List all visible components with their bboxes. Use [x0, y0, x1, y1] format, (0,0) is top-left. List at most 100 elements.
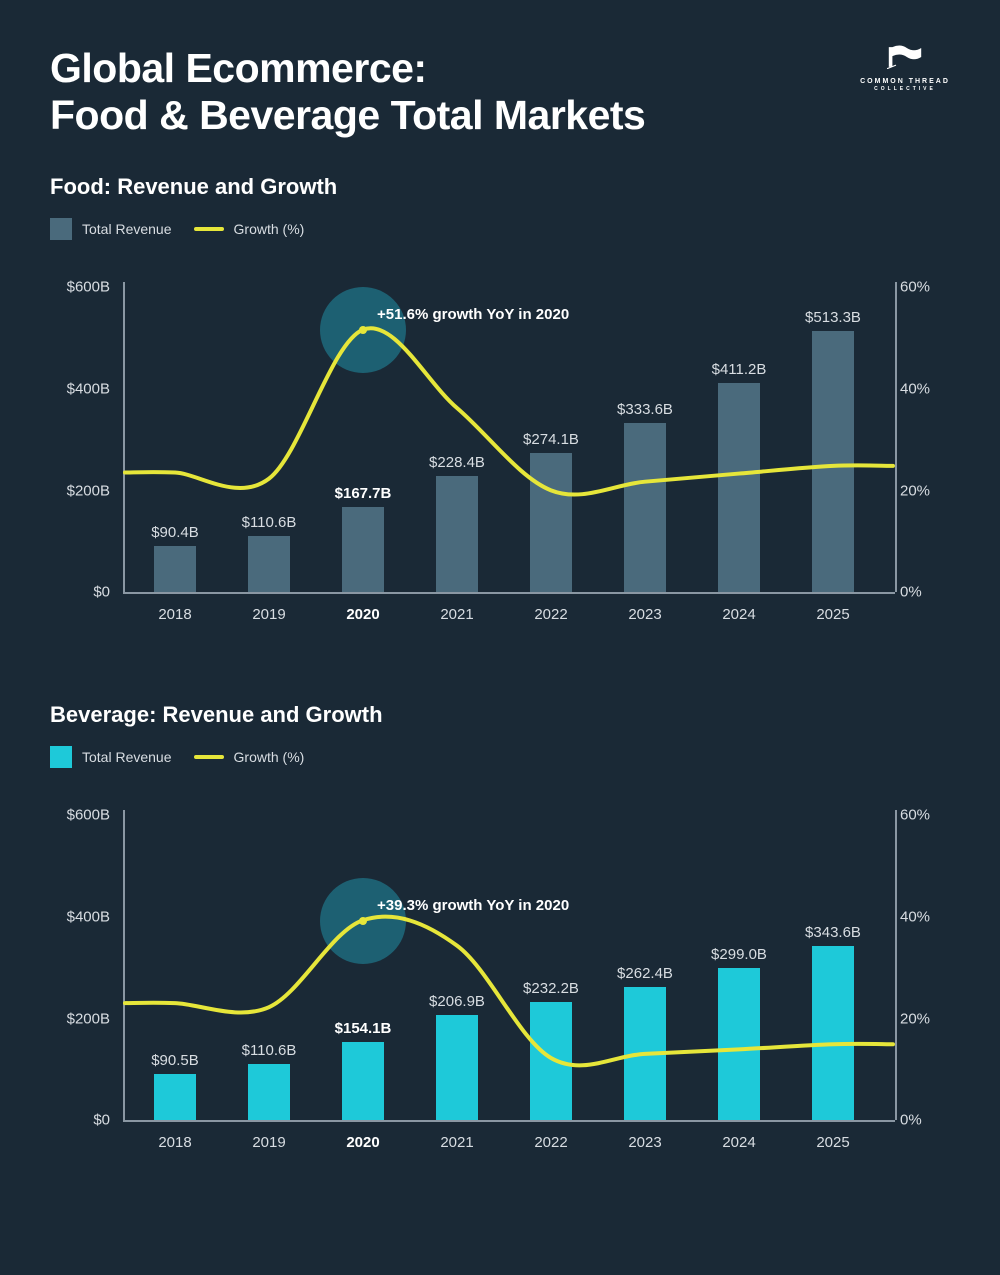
- bar-value-label: $110.6B: [229, 1042, 309, 1059]
- brand-logo: COMMON THREAD COLLECTIVE: [860, 45, 950, 92]
- y-right-label: 40%: [900, 908, 950, 925]
- bar: [436, 1015, 478, 1120]
- bar-value-label: $262.4B: [605, 965, 685, 982]
- legend-growth-swatch: [194, 755, 224, 759]
- food-chart-section: Food: Revenue and Growth Total Revenue G…: [50, 174, 950, 632]
- bar: [436, 476, 478, 592]
- x-label: 2022: [521, 1134, 581, 1151]
- legend-growth-swatch: [194, 227, 224, 231]
- bar: [154, 546, 196, 592]
- bar-value-label: $110.6B: [229, 514, 309, 531]
- legend-growth-label: Growth (%): [234, 221, 305, 237]
- beverage-chart-section: Beverage: Revenue and Growth Total Reven…: [50, 702, 950, 1160]
- bar: [812, 331, 854, 592]
- legend-revenue: Total Revenue: [50, 218, 172, 240]
- y-left-label: $600B: [50, 279, 110, 296]
- y-left-label: $600B: [50, 807, 110, 824]
- x-label: 2019: [239, 606, 299, 623]
- x-label: 2019: [239, 1134, 299, 1151]
- growth-peak-dot: [359, 326, 367, 334]
- bar: [718, 968, 760, 1120]
- bar: [624, 987, 666, 1120]
- y-left-label: $200B: [50, 1010, 110, 1027]
- growth-annotation: +39.3% growth YoY in 2020: [377, 897, 569, 914]
- x-label: 2021: [427, 1134, 487, 1151]
- x-label: 2023: [615, 1134, 675, 1151]
- bar: [530, 453, 572, 592]
- food-chart: $0 $200B $400B $600B 0% 20% 40% 60% 2018 $90.4B 20…: [50, 252, 950, 632]
- x-label: 2025: [803, 606, 863, 623]
- title-line-1: Global Ecommerce:: [50, 45, 427, 91]
- x-label: 2024: [709, 1134, 769, 1151]
- logo-text: COMMON THREAD: [860, 78, 950, 85]
- x-axis: [123, 592, 895, 594]
- beverage-legend: Total Revenue Growth (%): [50, 746, 950, 768]
- legend-revenue-label: Total Revenue: [82, 749, 172, 765]
- y-axis-left: [123, 282, 125, 592]
- x-label: 2024: [709, 606, 769, 623]
- y-left-label: $0: [50, 584, 110, 601]
- y-right-label: 0%: [900, 584, 950, 601]
- bar-value-label: $167.7B: [323, 485, 403, 502]
- x-label: 2025: [803, 1134, 863, 1151]
- y-left-label: $200B: [50, 482, 110, 499]
- legend-revenue: Total Revenue: [50, 746, 172, 768]
- legend-revenue-swatch: [50, 218, 72, 240]
- x-label: 2021: [427, 606, 487, 623]
- bar-value-label: $274.1B: [511, 431, 591, 448]
- y-left-label: $400B: [50, 908, 110, 925]
- y-right-label: 0%: [900, 1112, 950, 1129]
- bar: [248, 1064, 290, 1120]
- bar: [718, 383, 760, 592]
- bar: [342, 1042, 384, 1120]
- bar: [342, 507, 384, 592]
- legend-growth: Growth (%): [194, 749, 305, 765]
- bar-value-label: $333.6B: [605, 401, 685, 418]
- legend-growth-label: Growth (%): [234, 749, 305, 765]
- bar-value-label: $228.4B: [417, 454, 497, 471]
- page-title: Global Ecommerce: Food & Beverage Total …: [50, 45, 645, 139]
- y-left-label: $0: [50, 1112, 110, 1129]
- bar: [812, 946, 854, 1121]
- bar-value-label: $90.5B: [135, 1052, 215, 1069]
- title-line-2: Food & Beverage Total Markets: [50, 92, 645, 138]
- y-axis-right: [895, 810, 897, 1120]
- flag-icon: [887, 45, 923, 69]
- y-left-label: $400B: [50, 380, 110, 397]
- legend-growth: Growth (%): [194, 221, 305, 237]
- beverage-chart: $0 $200B $400B $600B 0% 20% 40% 60% 2018 $90.5B 20…: [50, 780, 950, 1160]
- y-right-label: 20%: [900, 482, 950, 499]
- legend-revenue-swatch: [50, 746, 72, 768]
- x-label: 2018: [145, 1134, 205, 1151]
- y-right-label: 40%: [900, 380, 950, 397]
- bar-value-label: $343.6B: [793, 924, 873, 941]
- y-axis-right: [895, 282, 897, 592]
- growth-peak-dot: [359, 917, 367, 925]
- bar-value-label: $232.2B: [511, 980, 591, 997]
- x-label: 2020: [333, 606, 393, 623]
- food-legend: Total Revenue Growth (%): [50, 218, 950, 240]
- bar: [624, 423, 666, 593]
- x-label: 2022: [521, 606, 581, 623]
- y-right-label: 60%: [900, 279, 950, 296]
- bar-value-label: $154.1B: [323, 1020, 403, 1037]
- bar-value-label: $299.0B: [699, 946, 779, 963]
- bar: [248, 536, 290, 592]
- y-axis-left: [123, 810, 125, 1120]
- bar-value-label: $513.3B: [793, 309, 873, 326]
- y-right-label: 60%: [900, 807, 950, 824]
- y-right-label: 20%: [900, 1010, 950, 1027]
- logo-subtext: COLLECTIVE: [860, 86, 950, 92]
- x-axis: [123, 1120, 895, 1122]
- beverage-chart-title: Beverage: Revenue and Growth: [50, 702, 950, 728]
- bar-value-label: $90.4B: [135, 524, 215, 541]
- x-label: 2023: [615, 606, 675, 623]
- bar: [530, 1002, 572, 1120]
- x-label: 2020: [333, 1134, 393, 1151]
- legend-revenue-label: Total Revenue: [82, 221, 172, 237]
- growth-annotation: +51.6% growth YoY in 2020: [377, 306, 569, 323]
- bar-value-label: $206.9B: [417, 993, 497, 1010]
- header: Global Ecommerce: Food & Beverage Total …: [50, 45, 950, 139]
- bar: [154, 1074, 196, 1120]
- x-label: 2018: [145, 606, 205, 623]
